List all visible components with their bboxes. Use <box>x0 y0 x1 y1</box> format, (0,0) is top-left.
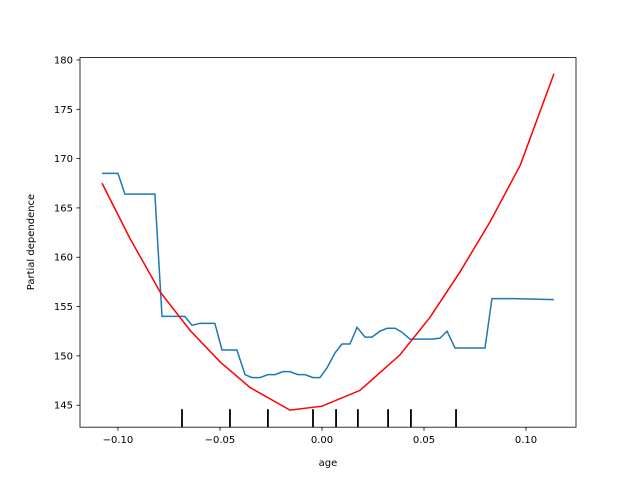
x-tick-label: 0.00 <box>311 435 333 446</box>
x-tick-label: 0.10 <box>515 435 537 446</box>
x-axis-label: age <box>319 458 338 469</box>
y-tick-label: 165 <box>54 203 73 214</box>
x-tick-label: 0.05 <box>413 435 435 446</box>
y-tick-label: 180 <box>54 55 73 66</box>
y-tick-label: 175 <box>54 105 73 116</box>
plot-frame <box>79 57 577 428</box>
y-tick-label: 150 <box>54 351 73 362</box>
series-line <box>101 73 555 411</box>
series-line <box>102 172 554 379</box>
y-tick-label: 170 <box>54 154 73 165</box>
y-tick-label: 145 <box>54 401 73 412</box>
x-tick-label: −0.05 <box>205 435 236 446</box>
y-axis-label: Partial dependence <box>26 194 37 290</box>
y-tick-label: 155 <box>54 302 73 313</box>
x-tick-label: −0.10 <box>103 435 134 446</box>
y-tick-label: 160 <box>54 253 73 264</box>
